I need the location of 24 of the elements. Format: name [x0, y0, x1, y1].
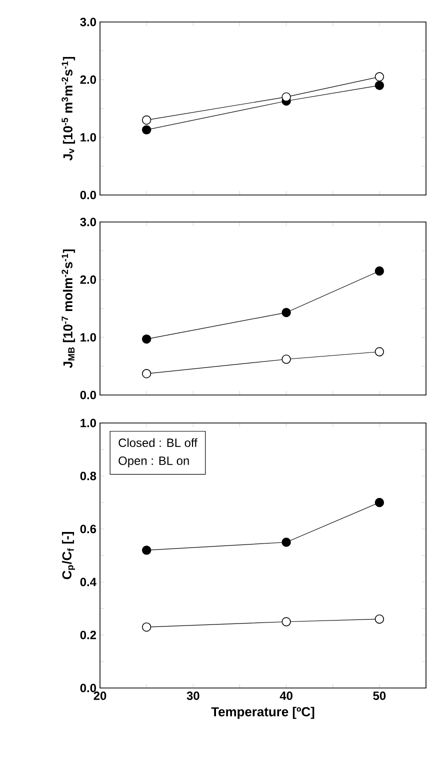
annotation: Closed : BL off	[118, 438, 198, 448]
y-tick-label: 0.0	[80, 190, 96, 200]
x-tick-label: 40	[280, 692, 292, 700]
y-tick-label: 0.2	[80, 630, 96, 640]
x-tick-label: 50	[373, 692, 386, 700]
y-tick-label: 0.6	[80, 524, 96, 534]
x-tick-label: 30	[186, 692, 200, 700]
y-tick-label: 1.0	[80, 333, 96, 342]
text: J$_{MB}$ [10$^{-7}$ molm$^{-2}$s$^{-1}$]	[62, 249, 76, 368]
y-axis-title: C$_{p}$/C$_{f}$ [-]	[62, 532, 76, 580]
y-tick-label: 0.0	[80, 684, 96, 692]
y-tick-label: 0.4	[80, 578, 96, 586]
y-tick-label: 1.0	[80, 133, 96, 142]
text: J$_{v}$ [10$^{-5}$ m$^{3}$m$^{-2}$s$^{-1}$]	[62, 56, 76, 160]
annotation: Open : BL on	[118, 456, 189, 468]
y-tick-label: 0.0	[80, 390, 96, 400]
y-tick-label: 2.0	[80, 75, 96, 84]
y-tick-label: 3.0	[80, 218, 96, 226]
x-tick-label: 20	[94, 692, 106, 700]
y-tick-label: 1.0	[80, 418, 96, 428]
x-axis-title: Temperature [ºC]	[211, 706, 314, 719]
y-tick-label: 2.0	[80, 275, 96, 284]
y-tick-label: 0.8	[80, 472, 96, 480]
y-tick-label: 3.0	[80, 18, 96, 26]
